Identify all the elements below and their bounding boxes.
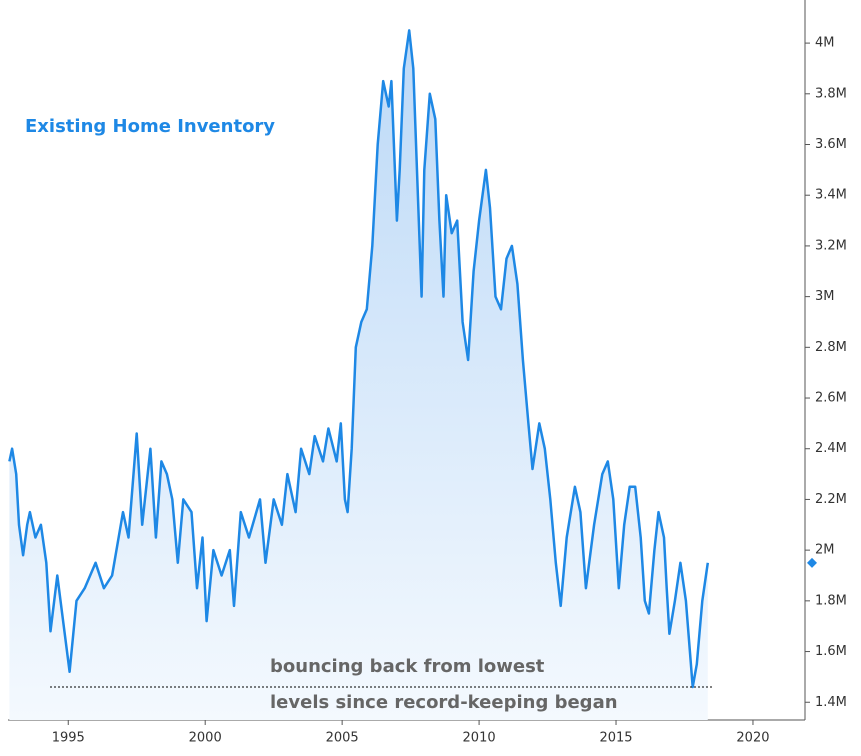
y-tick-label: 3.4M [815, 188, 847, 203]
annotation: levels since record-keeping began [270, 692, 618, 713]
y-tick-label: 3.6M [815, 137, 847, 152]
x-tick-label: 2015 [599, 731, 632, 746]
y-tick-label: 2.2M [815, 492, 847, 507]
line [8, 29, 710, 689]
y-tick-label: 3.8M [815, 86, 847, 101]
x-tick-label: 2005 [326, 731, 359, 746]
y-tick-label: 4M [815, 36, 835, 51]
y-tick-label: 2M [815, 543, 835, 558]
x-tick-label: 2020 [736, 731, 769, 746]
y-tick-label: 2.6M [815, 391, 847, 406]
x-tick-label: 2010 [463, 731, 496, 746]
y-tick-label: 1.4M [815, 695, 847, 710]
y-tick-label: 1.6M [815, 644, 847, 659]
x-tick-label: 2000 [189, 731, 222, 746]
x-tick-label: 1995 [52, 731, 85, 746]
y-tick-label: 2.4M [815, 441, 847, 456]
y-tick-label: 3M [815, 289, 835, 304]
y-tick-label: 3.2M [815, 238, 847, 253]
last-value-marker [807, 557, 817, 568]
y-tick-label: 1.8M [815, 593, 847, 608]
y-tick-label: 2.8M [815, 340, 847, 355]
chart-title: Existing Home Inventory [25, 116, 275, 137]
annotation: bouncing back from lowest [270, 656, 545, 677]
area-fill [9, 30, 708, 720]
